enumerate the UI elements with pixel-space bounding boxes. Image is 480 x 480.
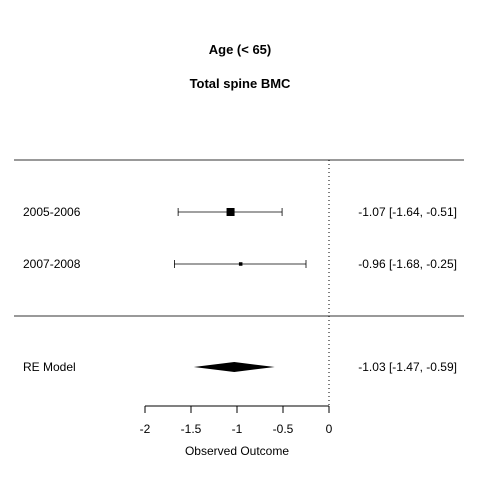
- summary-estimate-text: -1.03 [-1.47, -0.59]: [358, 360, 457, 374]
- x-tick-label: -1.5: [181, 422, 202, 436]
- x-tick-label: 0: [326, 422, 333, 436]
- chart-title: Age (< 65): [209, 42, 272, 57]
- study-estimate-text: -1.07 [-1.64, -0.51]: [358, 205, 457, 219]
- x-tick-label: -1: [232, 422, 243, 436]
- x-tick-label: -2: [140, 422, 151, 436]
- summary-diamond: [193, 362, 275, 372]
- study-row: 2005-2006 -1.07 [-1.64, -0.51]: [23, 205, 457, 219]
- study-row: 2007-2008 -0.96 [-1.68, -0.25]: [23, 257, 457, 271]
- estimate-marker: [238, 262, 243, 266]
- summary-row: RE Model -1.03 [-1.47, -0.59]: [23, 360, 457, 374]
- x-axis: -2 -1.5 -1 -0.5 0: [140, 405, 333, 436]
- estimate-marker: [226, 208, 235, 216]
- study-estimate-text: -0.96 [-1.68, -0.25]: [358, 257, 457, 271]
- x-tick-label: -0.5: [273, 422, 294, 436]
- study-rows: 2005-2006 -1.07 [-1.64, -0.51] 2007-2008 -0…: [23, 205, 457, 271]
- x-axis-label: Observed Outcome: [185, 444, 289, 458]
- summary-label: RE Model: [23, 360, 76, 374]
- study-label: 2007-2008: [23, 257, 81, 271]
- study-label: 2005-2006: [23, 205, 81, 219]
- chart-subtitle: Total spine BMC: [190, 76, 291, 91]
